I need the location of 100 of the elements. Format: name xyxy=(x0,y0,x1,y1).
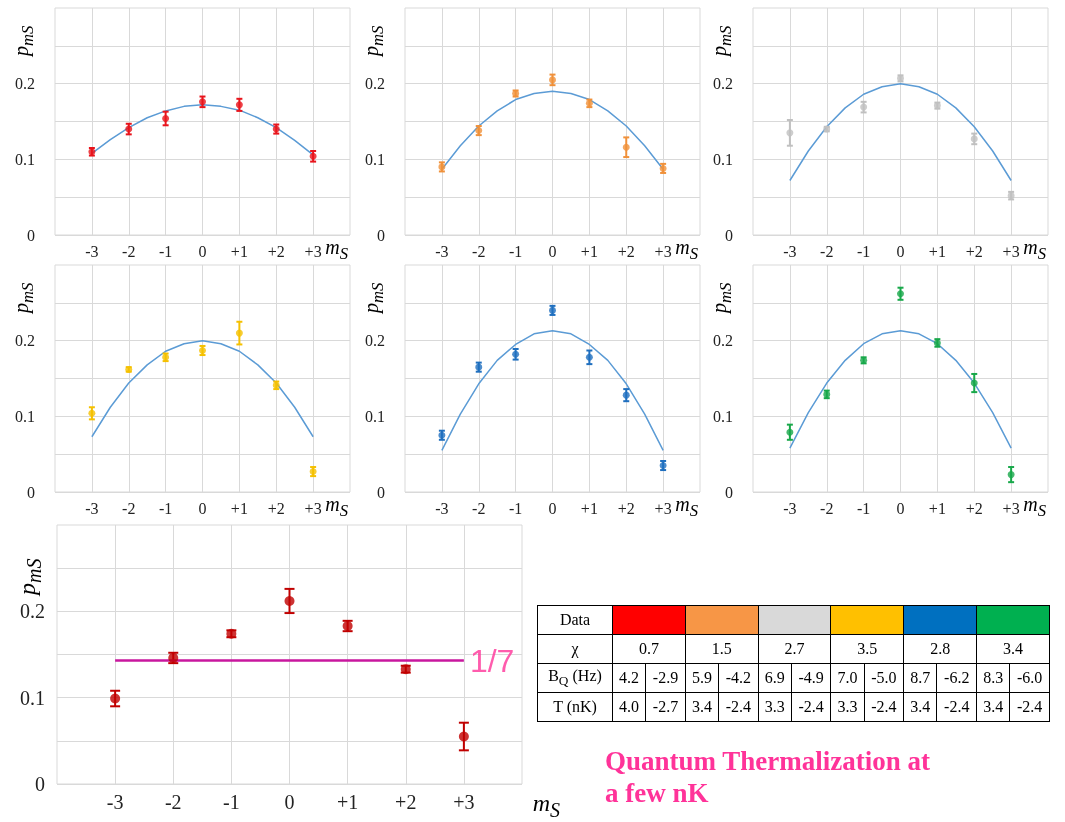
x-axis-title: m$_{S}$ xyxy=(675,493,698,521)
y-tick-label: 0 xyxy=(27,483,35,501)
x-tick-label: 0 xyxy=(284,791,295,813)
x-tick-label: -2 xyxy=(820,242,834,260)
x-axis-title: m$_{S}$ xyxy=(675,236,698,264)
x-tick-label: -1 xyxy=(223,791,240,813)
text: 8.7 xyxy=(910,669,931,686)
x-tick-label: +2 xyxy=(965,499,983,517)
text: 3.4 xyxy=(1003,640,1024,657)
text: 7.0 xyxy=(837,669,858,686)
x-tick-label: -1 xyxy=(856,499,871,517)
x-tick-label: -3 xyxy=(106,791,124,813)
x-tick-label: 0 xyxy=(548,499,557,517)
text: 6.9 xyxy=(764,669,785,686)
text: 8.3 xyxy=(983,669,1004,686)
line-series xyxy=(789,330,1012,449)
y-tick-label: 0 xyxy=(377,483,385,501)
text: -2.7 xyxy=(652,698,679,715)
y-tick-label: 0 xyxy=(725,226,733,244)
x-tick-label: -3 xyxy=(435,242,449,260)
text: 3.3 xyxy=(837,698,858,715)
x-axis-title: m$_{S}$ xyxy=(325,236,348,264)
text: 3.4 xyxy=(910,698,931,715)
point xyxy=(786,428,794,436)
text: Quantum Thermalization at a few nK xyxy=(605,745,931,809)
text: 4.0 xyxy=(619,698,640,715)
text: 5.9 xyxy=(691,669,712,686)
point xyxy=(786,129,794,137)
x-tick-label: -3 xyxy=(85,499,99,517)
y-tick-label: 0.2 xyxy=(713,332,733,350)
text: -2.4 xyxy=(1016,698,1043,715)
x-axis-title: m$_{S}$ xyxy=(1023,493,1046,521)
x-tick-label: -3 xyxy=(783,499,797,517)
y-tick-label: 0.1 xyxy=(15,150,35,168)
point xyxy=(458,731,469,742)
point xyxy=(235,329,243,337)
x-tick-label: -3 xyxy=(783,242,797,260)
x-tick-label: -1 xyxy=(508,499,523,517)
line-series xyxy=(441,330,664,452)
x-tick-label: +2 xyxy=(267,242,285,260)
x-tick-label: +2 xyxy=(267,499,285,517)
x-tick-label: +2 xyxy=(617,242,635,260)
x-tick-label: +3 xyxy=(654,499,672,517)
point xyxy=(110,693,121,704)
x-tick-label: +3 xyxy=(654,242,672,260)
point xyxy=(585,353,593,361)
y-tick-label: 0.2 xyxy=(365,332,385,350)
x-tick-label: 0 xyxy=(896,242,905,260)
x-tick-label: +2 xyxy=(395,791,417,813)
point xyxy=(622,143,630,151)
y-tick-label: 0.2 xyxy=(365,75,385,93)
text: -4.9 xyxy=(798,669,824,686)
y-tick-label: 0.1 xyxy=(713,407,733,425)
text: 3.3 xyxy=(764,698,785,715)
text: 2.8 xyxy=(930,640,951,657)
x-tick-label: -1 xyxy=(158,499,173,517)
x-tick-label: 0 xyxy=(198,242,207,260)
x-tick-label: +3 xyxy=(304,242,322,260)
x-axis-title: m$_{S}$ xyxy=(1023,236,1046,264)
x-axis-title: m$_{S}$ xyxy=(532,790,560,822)
x-tick-label: +1 xyxy=(928,499,946,517)
line-series xyxy=(91,339,314,438)
point xyxy=(622,391,630,399)
x-tick-label: -3 xyxy=(435,499,449,517)
y-tick-label: 0.2 xyxy=(15,332,35,350)
text: -6.2 xyxy=(944,669,970,686)
point xyxy=(1007,471,1015,479)
x-tick-label: 0 xyxy=(896,499,905,517)
text: -2.4 xyxy=(798,698,824,715)
text: 2.7 xyxy=(784,640,805,657)
text: 0.7 xyxy=(638,640,659,657)
x-tick-label: -2 xyxy=(122,242,136,260)
category-label: Data xyxy=(559,611,591,628)
category-label: χ xyxy=(571,640,579,657)
x-tick-label: +1 xyxy=(580,499,598,517)
x-tick-label: 0 xyxy=(548,242,557,260)
point xyxy=(88,409,96,417)
text: -2.4 xyxy=(944,698,970,715)
x-tick-label: -3 xyxy=(85,242,99,260)
y-tick-label: 0.2 xyxy=(20,600,45,623)
text: -2.4 xyxy=(725,698,751,715)
y-tick-label: 0 xyxy=(35,773,45,795)
point xyxy=(162,114,170,122)
y-tick-label: 0 xyxy=(27,226,35,244)
line-series xyxy=(789,82,1012,182)
x-tick-label: -2 xyxy=(122,499,136,517)
point xyxy=(235,101,243,109)
x-tick-label: -1 xyxy=(856,242,871,260)
annotation: 1/7 xyxy=(469,642,515,679)
x-tick-label: +1 xyxy=(336,791,359,813)
y-tick-label: 0.1 xyxy=(20,686,45,709)
text: 3.4 xyxy=(691,698,712,715)
y-tick-label: 0.2 xyxy=(713,75,733,93)
x-tick-label: -2 xyxy=(820,499,834,517)
x-tick-label: -2 xyxy=(164,791,182,813)
x-tick-label: +3 xyxy=(1002,242,1020,260)
point xyxy=(284,595,295,606)
category-label: T (nK) xyxy=(553,698,597,715)
x-tick-label: +1 xyxy=(928,242,946,260)
x-tick-label: +3 xyxy=(304,499,322,517)
